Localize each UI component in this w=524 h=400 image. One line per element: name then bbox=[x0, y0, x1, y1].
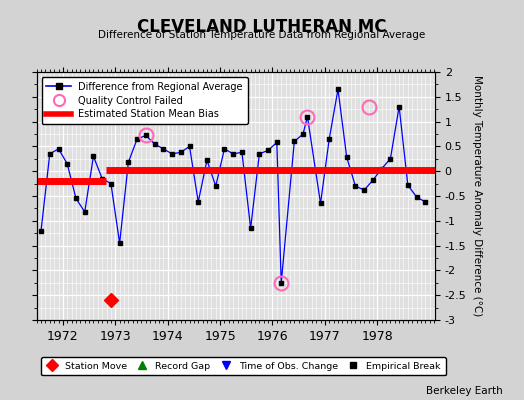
Y-axis label: Monthly Temperature Anomaly Difference (°C): Monthly Temperature Anomaly Difference (… bbox=[472, 75, 482, 317]
Legend: Station Move, Record Gap, Time of Obs. Change, Empirical Break: Station Move, Record Gap, Time of Obs. C… bbox=[41, 357, 445, 376]
Text: Difference of Station Temperature Data from Regional Average: Difference of Station Temperature Data f… bbox=[99, 30, 425, 40]
Text: Berkeley Earth: Berkeley Earth bbox=[427, 386, 503, 396]
Text: CLEVELAND LUTHERAN MC: CLEVELAND LUTHERAN MC bbox=[137, 18, 387, 36]
